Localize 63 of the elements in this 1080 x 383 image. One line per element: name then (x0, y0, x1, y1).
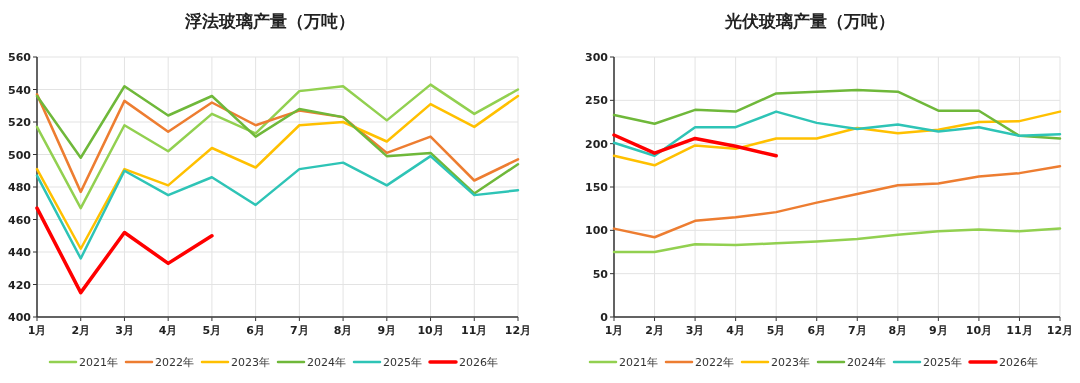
x-tick-label: 4月 (726, 324, 745, 337)
legend-label: 2026年 (459, 356, 498, 369)
legend-label: 2026年 (999, 356, 1038, 369)
y-tick-label: 440 (8, 246, 32, 259)
line-series (35, 154, 520, 260)
line-series (612, 133, 778, 158)
y-tick-label: 480 (8, 181, 32, 194)
legend-label: 2022年 (695, 356, 734, 369)
y-tick-label: 100 (585, 224, 609, 238)
x-tick-label: 3月 (685, 324, 705, 337)
x-tick-label: 10月 (965, 324, 993, 337)
x-tick-label: 6月 (246, 324, 265, 337)
line-series (612, 164, 1062, 239)
line-series (612, 110, 1062, 167)
line-series (612, 227, 1062, 254)
y-tick-label: 0 (600, 311, 609, 324)
x-tick-label: 8月 (333, 324, 353, 337)
x-tick-label: 9月 (377, 324, 397, 337)
x-tick-label: 6月 (807, 324, 827, 337)
chart-title: 浮法玻璃产量（万吨） (184, 11, 355, 31)
y-tick-label: 500 (8, 148, 32, 162)
legend-label: 2021年 (79, 356, 118, 369)
x-tick-label: 4月 (158, 324, 178, 337)
x-tick-label: 8月 (888, 324, 908, 337)
legend-label: 2025年 (923, 356, 962, 369)
y-tick-label: 400 (8, 311, 32, 324)
y-tick-label: 50 (592, 267, 609, 281)
y-tick-label: 460 (8, 213, 32, 227)
x-tick-label: 1月 (604, 324, 624, 337)
legend-label: 2024年 (847, 356, 886, 369)
y-tick-label: 150 (585, 181, 609, 194)
x-tick-label: 7月 (290, 324, 309, 337)
y-tick-label: 520 (8, 116, 32, 129)
legend-label: 2024年 (307, 356, 346, 369)
x-tick-label: 5月 (202, 324, 222, 337)
y-tick-label: 300 (585, 51, 609, 64)
y-tick-label: 560 (8, 51, 32, 64)
line-series (35, 94, 520, 250)
legend-label: 2022年 (155, 356, 194, 369)
x-tick-label: 7月 (847, 324, 867, 337)
x-tick-label: 2月 (71, 324, 91, 337)
x-tick-label: 11月 (461, 324, 488, 337)
y-tick-label: 200 (585, 137, 609, 151)
legend-label: 2023年 (231, 356, 270, 369)
y-tick-label: 540 (8, 83, 32, 97)
x-tick-label: 3月 (115, 324, 134, 337)
x-tick-label: 2月 (645, 324, 664, 337)
x-tick-label: 5月 (766, 324, 786, 337)
line-series (612, 110, 1062, 158)
y-tick-label: 420 (8, 278, 32, 292)
legend-label: 2025年 (383, 356, 422, 369)
y-tick-label: 250 (585, 94, 609, 108)
chart-title: 光伏玻璃产量（万吨） (724, 11, 895, 31)
x-tick-label: 12月 (1046, 324, 1074, 337)
legend-label: 2023年 (771, 356, 810, 369)
x-tick-label: 9月 (929, 324, 948, 337)
x-tick-label: 1月 (27, 324, 47, 337)
x-tick-label: 11月 (1006, 324, 1033, 337)
x-tick-label: 10月 (417, 324, 444, 337)
x-tick-label: 12月 (504, 324, 532, 337)
line-series (612, 88, 1062, 140)
line-series (35, 206, 214, 295)
legend-label: 2021年 (619, 356, 658, 369)
